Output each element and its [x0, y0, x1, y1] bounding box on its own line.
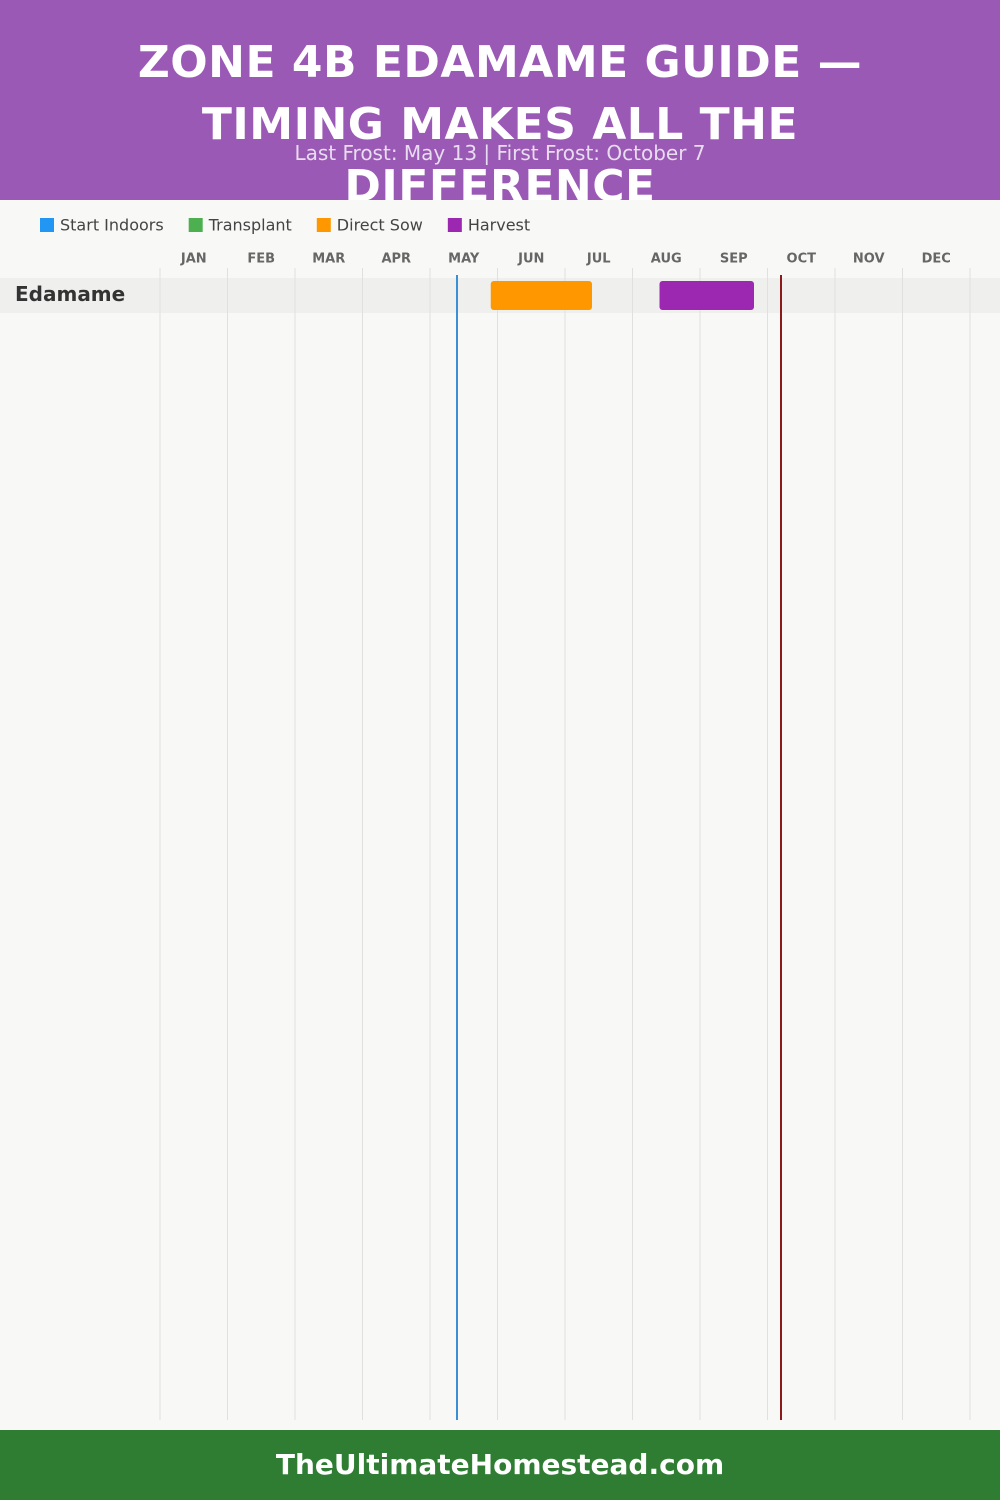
month-label: NOV — [853, 252, 885, 267]
legend-label: Transplant — [208, 216, 292, 235]
legend-label: Harvest — [468, 216, 530, 235]
month-label: SEP — [720, 252, 748, 267]
legend-label: Start Indoors — [60, 216, 164, 235]
subtitle: Last Frost: May 13 | First Frost: Octobe… — [294, 141, 706, 165]
month-label: MAY — [448, 252, 480, 267]
title: ZONE 4B EDAMAME GUIDE — TIMING MAKES ALL… — [137, 37, 863, 200]
month-label: MAR — [312, 252, 345, 267]
month-label: FEB — [247, 252, 275, 267]
month-label: JUL — [586, 252, 611, 267]
month-label: DEC — [922, 252, 951, 267]
range-bar — [659, 281, 754, 310]
chart: Start Indoors Transplant Direct Sow Harvest… — [0, 216, 1000, 1420]
month-label: JAN — [180, 252, 207, 267]
footer: TheUltimateHomestead.com — [0, 1430, 1000, 1500]
row-label: Edamame — [15, 282, 125, 306]
month-label: AUG — [651, 252, 682, 267]
legend-swatch — [40, 218, 54, 232]
month-label: OCT — [787, 252, 817, 267]
header: ZONE 4B EDAMAME GUIDE — TIMING MAKES ALL… — [0, 0, 1000, 200]
range-bar — [490, 281, 592, 310]
legend-swatch — [447, 218, 462, 232]
legend-swatch — [316, 218, 331, 232]
month-label: APR — [381, 252, 411, 267]
legend-label: Direct Sow — [337, 216, 423, 235]
month-label: JUN — [517, 252, 544, 267]
legend-swatch — [188, 218, 203, 232]
